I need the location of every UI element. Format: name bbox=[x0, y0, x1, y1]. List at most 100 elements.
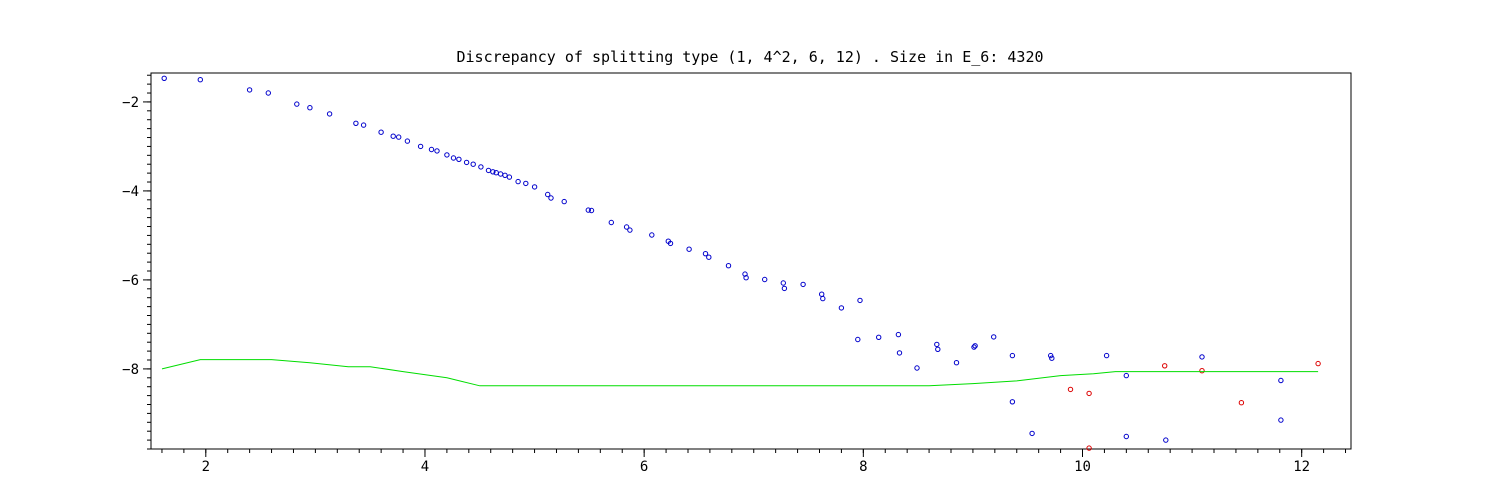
series-0-point bbox=[1048, 352, 1054, 359]
series-0-point bbox=[561, 198, 567, 205]
series-0-point bbox=[1199, 354, 1205, 360]
series-0-point bbox=[762, 276, 768, 283]
series-0-point bbox=[706, 254, 712, 260]
x-tick-label: 2 bbox=[202, 459, 210, 475]
series-1-point bbox=[1238, 400, 1245, 406]
series-0-point bbox=[702, 251, 709, 257]
series-0-point bbox=[971, 344, 977, 350]
series-0-point bbox=[497, 171, 504, 177]
series-0-point bbox=[390, 133, 396, 139]
series-0-point bbox=[667, 240, 674, 247]
series-0-point bbox=[1163, 437, 1169, 443]
series-0-point bbox=[1278, 417, 1284, 423]
series-0-point bbox=[307, 105, 313, 111]
series-0-point bbox=[780, 280, 786, 286]
series-0-point bbox=[1009, 352, 1016, 359]
series-0-point bbox=[404, 138, 411, 144]
x-tick-label: 12 bbox=[1293, 459, 1310, 475]
plot-frame bbox=[150, 72, 1352, 450]
axes: 2 4 6 8 10 12 −2 −4 −6 −8 bbox=[122, 74, 1347, 475]
series-1-point bbox=[1086, 445, 1092, 451]
series-0-point bbox=[1103, 352, 1110, 359]
series-0-point bbox=[531, 184, 538, 190]
series-0-point bbox=[1278, 377, 1284, 384]
series-0-point bbox=[857, 297, 863, 304]
series-0-point bbox=[353, 120, 359, 127]
series-0-point bbox=[450, 155, 457, 161]
series-0-point bbox=[428, 146, 435, 153]
series-0-point bbox=[548, 195, 554, 201]
series-0-point bbox=[623, 224, 630, 230]
series-0-point bbox=[627, 227, 633, 233]
y-tick-label: −8 bbox=[122, 362, 139, 378]
series-0-point bbox=[649, 232, 655, 238]
series-0-point bbox=[896, 350, 903, 356]
y-tick-label: −4 bbox=[122, 184, 139, 200]
series-0-point bbox=[515, 178, 521, 185]
series-0-point bbox=[743, 275, 749, 281]
series-0-point bbox=[1029, 430, 1035, 437]
series-0-point bbox=[396, 134, 402, 140]
series-0-point bbox=[523, 180, 529, 187]
series-0-point bbox=[838, 305, 845, 311]
x-tick-label: 6 bbox=[640, 459, 648, 475]
series-0-point bbox=[197, 77, 204, 83]
series-1-point bbox=[1086, 390, 1092, 397]
series-0-point bbox=[686, 246, 692, 252]
series-0-point bbox=[470, 161, 476, 167]
series-0-point bbox=[1049, 355, 1055, 361]
series-0-point bbox=[463, 159, 470, 166]
series-0-point bbox=[417, 143, 424, 150]
series-0-point bbox=[246, 87, 253, 93]
series-0-point bbox=[1123, 433, 1130, 440]
series-0-point bbox=[478, 164, 484, 170]
series-0-point bbox=[360, 122, 367, 128]
x-tick-label: 8 bbox=[859, 459, 867, 475]
series-0-point bbox=[444, 152, 450, 158]
series-0-point bbox=[855, 336, 861, 343]
series-1-point bbox=[1315, 360, 1321, 367]
series-0-point bbox=[608, 219, 614, 226]
series-0-point bbox=[326, 111, 333, 117]
series-0-point bbox=[265, 90, 271, 96]
series-0-point bbox=[545, 191, 551, 198]
series-0-point bbox=[485, 167, 492, 174]
series-0-point bbox=[820, 295, 826, 302]
chart-title: Discrepancy of splitting type (1, 4^2, 6… bbox=[457, 48, 1044, 66]
series-0-point bbox=[585, 207, 591, 213]
data-marks bbox=[161, 75, 1321, 451]
series-0-point bbox=[972, 343, 978, 349]
series-0-point bbox=[935, 346, 941, 352]
series-0-point bbox=[953, 360, 960, 366]
series-0-point bbox=[781, 285, 788, 292]
series-0-point bbox=[1123, 372, 1130, 379]
series-0-point bbox=[800, 281, 806, 288]
series-1-point bbox=[1162, 363, 1168, 369]
series-0-point bbox=[819, 291, 825, 297]
series-0-point bbox=[991, 334, 997, 340]
y-tick-label: −6 bbox=[122, 273, 139, 289]
series-0-point bbox=[725, 263, 732, 269]
series-0-point bbox=[934, 341, 940, 348]
series-0-point bbox=[161, 75, 167, 82]
y-tick-label: −2 bbox=[122, 95, 139, 111]
series-0-point bbox=[456, 156, 462, 163]
series-0-point bbox=[1009, 399, 1016, 405]
series-0-point bbox=[490, 169, 496, 175]
series-2-line bbox=[161, 359, 1319, 387]
series-0-point bbox=[895, 331, 902, 338]
series-1-point bbox=[1067, 386, 1074, 393]
series-0-point bbox=[876, 334, 882, 340]
series-0-point bbox=[506, 174, 513, 180]
series-0-point bbox=[914, 365, 920, 371]
x-tick-label: 4 bbox=[421, 459, 429, 475]
series-1-point bbox=[1199, 368, 1205, 374]
x-tick-label: 10 bbox=[1074, 459, 1091, 475]
series-0-point bbox=[294, 101, 300, 107]
series-0-point bbox=[434, 148, 440, 154]
series-0-point bbox=[378, 129, 384, 135]
series-0-point bbox=[502, 172, 508, 179]
series-0-point bbox=[588, 207, 595, 214]
series-0-point bbox=[742, 271, 748, 277]
